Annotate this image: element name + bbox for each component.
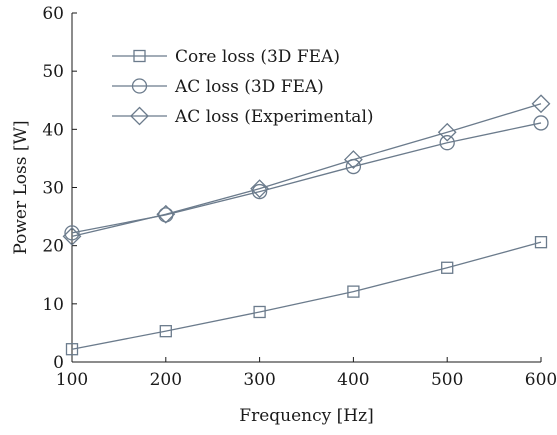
- data-point: [64, 225, 80, 241]
- legend-entry: Core loss (3D FEA): [112, 47, 340, 67]
- series-diamond: [62, 94, 551, 246]
- data-point: [250, 179, 270, 199]
- y-tick-label: 30: [42, 179, 64, 199]
- data-point: [534, 236, 548, 249]
- data-point: [253, 305, 266, 319]
- y-tick-label: 20: [42, 237, 64, 257]
- legend: Core loss (3D FEA) AC loss (3D FEA) AC los…: [112, 47, 374, 127]
- legend-marker: [133, 49, 146, 63]
- legend-label: AC loss (Experimental): [174, 107, 374, 127]
- x-tick-label: 100: [56, 370, 88, 390]
- x-axis-label: Frequency [Hz]: [239, 406, 373, 426]
- legend-marker: [131, 78, 148, 94]
- legend-entry: AC loss (3D FEA): [112, 77, 324, 97]
- data-point: [347, 285, 360, 298]
- data-point: [251, 183, 268, 200]
- data-point: [437, 122, 457, 142]
- data-point: [441, 261, 454, 274]
- legend-label: Core loss (3D FEA): [175, 47, 340, 67]
- data-point: [343, 150, 363, 169]
- axis-ticks: 100 200 300 400 500 600 0 10 20 30 40 50 60: [42, 4, 557, 390]
- x-tick-label: 300: [243, 370, 275, 390]
- y-axis-label: Power Loss [W]: [11, 120, 31, 254]
- series-line: [71, 241, 542, 350]
- x-tick-label: 400: [337, 370, 369, 390]
- y-tick-label: 40: [42, 120, 64, 140]
- data-point: [159, 325, 172, 338]
- data-point: [65, 343, 79, 356]
- data-series: [62, 94, 551, 356]
- data-point: [156, 204, 176, 224]
- data-point: [62, 226, 82, 246]
- data-point: [533, 115, 549, 131]
- legend-marker: [130, 106, 149, 126]
- y-tick-label: 10: [42, 295, 64, 315]
- y-tick-label: 0: [53, 353, 64, 373]
- x-tick-label: 600: [525, 370, 557, 390]
- series-line: [71, 122, 542, 234]
- x-tick-label: 500: [431, 370, 463, 390]
- y-tick-label: 60: [42, 4, 64, 24]
- legend-label: AC loss (3D FEA): [174, 77, 324, 97]
- data-point: [439, 135, 455, 151]
- x-tick-label: 200: [150, 370, 182, 390]
- data-point: [531, 94, 551, 114]
- series-square: [65, 236, 548, 356]
- series-line: [71, 103, 542, 237]
- legend-entry: AC loss (Experimental): [112, 106, 374, 127]
- y-tick-label: 50: [42, 62, 64, 82]
